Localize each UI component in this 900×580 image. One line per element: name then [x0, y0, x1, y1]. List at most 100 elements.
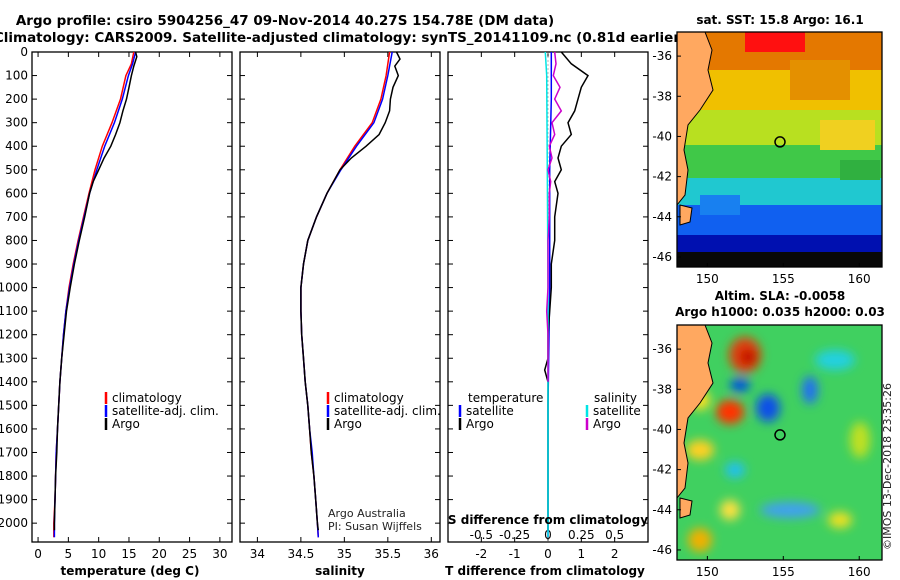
temperature-axis-label: temperature (deg C)	[61, 564, 200, 578]
depth-tick-label: 1200	[0, 328, 28, 342]
legend-label-t-argo: Argo	[466, 417, 494, 431]
argo-location-marker	[774, 429, 786, 441]
lon-tick-label: 150	[696, 272, 719, 286]
sst-map	[677, 32, 882, 267]
sla-map-frame	[676, 324, 883, 561]
depth-tick-label: 1600	[0, 422, 28, 436]
sla-map-title: Altim. SLA: -0.0058	[715, 289, 846, 303]
salinity-axis-label: salinity	[315, 564, 365, 578]
legend-label-argo: Argo	[334, 417, 362, 431]
lon-tick-label: 160	[848, 272, 871, 286]
depth-tick-label: 400	[5, 139, 28, 153]
legend-label-climatology: climatology	[334, 391, 404, 405]
x-tick-label: 25	[182, 547, 197, 561]
sst-map-ticks: 150 155 160 -36 -38 -40 -42 -44 -46	[652, 49, 870, 286]
depth-tick-label: 800	[5, 233, 28, 247]
x-tick-label: 5	[65, 547, 73, 561]
lat-tick-label: -44	[652, 210, 672, 224]
depth-tick-label: 900	[5, 257, 28, 271]
sst-map-title: sat. SST: 15.8 Argo: 16.1	[696, 13, 863, 27]
depth-tick-label: 200	[5, 92, 28, 106]
x-tick-label: 35	[337, 547, 352, 561]
s-diff-tick-label: 0.25	[568, 528, 595, 542]
x-tick-label: 30	[212, 547, 227, 561]
depth-tick-label: 1700	[0, 445, 28, 459]
legend-label-s-argo: Argo	[593, 417, 621, 431]
lon-tick-label: 150	[696, 565, 719, 579]
s-diff-tick-label: -0.5	[470, 528, 493, 542]
imos-timestamp: ©IMOS 13-Dec-2018 23:35:26	[881, 383, 894, 550]
sla-map	[677, 325, 882, 560]
tasmania-sst	[679, 204, 693, 226]
x-tick-label: 10	[91, 547, 106, 561]
lon-tick-label: 160	[848, 565, 871, 579]
sla-map-ticks: 150 155 160 -36 -38 -40 -42 -44 -46	[652, 342, 870, 579]
lat-tick-label: -40	[652, 129, 672, 143]
legend-title-temperature: temperature	[468, 391, 543, 405]
depth-tick-label: 100	[5, 69, 28, 83]
temperature-legend: climatology satellite-adj. clim. Argo	[104, 391, 219, 431]
sla-map-subtitle: Argo h1000: 0.035 h2000: 0.03	[675, 305, 885, 319]
sla-field	[686, 337, 870, 552]
depth-tick-label: 1400	[0, 375, 28, 389]
credit-line-2: PI: Susan Wijffels	[328, 520, 422, 533]
coastline-sla	[677, 325, 714, 499]
depth-tick-label: 300	[5, 116, 28, 130]
legend-label-t-satellite: satellite	[466, 404, 514, 418]
credit-line-1: Argo Australia	[328, 507, 406, 520]
x-tick-label: -2	[475, 547, 487, 561]
title-line-2: Climatology: CARS2009. Satellite-adjuste…	[0, 30, 686, 46]
depth-tick-label: 500	[5, 163, 28, 177]
lat-tick-label: -46	[652, 543, 672, 557]
depth-tick-label: 1800	[0, 469, 28, 483]
lat-tick-label: -44	[652, 503, 672, 517]
depth-tick-label: 1900	[0, 493, 28, 507]
lat-tick-label: -40	[652, 422, 672, 436]
legend-label-satellite: satellite-adj. clim.	[334, 404, 441, 418]
sst-map-frame	[676, 31, 883, 268]
profile-lines	[53, 51, 589, 538]
x-tick-label: 36	[424, 547, 439, 561]
salinity-panel	[239, 51, 441, 543]
x-tick-label: 15	[121, 547, 136, 561]
series-line-argo	[300, 51, 401, 531]
legend-label-climatology: climatology	[112, 391, 182, 405]
title-line-1: Argo profile: csiro 5904256_47 09-Nov-20…	[16, 13, 554, 29]
x-tick-label: 20	[152, 547, 167, 561]
x-tick-label: -1	[509, 547, 521, 561]
x-tick-label: 0	[34, 547, 42, 561]
lat-tick-label: -42	[652, 463, 672, 477]
depth-tick-label: 1100	[0, 304, 28, 318]
difference-legend: temperature satellite Argo salinity sate…	[458, 391, 641, 431]
coastline-sst	[677, 32, 714, 206]
s-diff-tick-label: -0.25	[499, 528, 530, 542]
depth-tick-label: 0	[20, 45, 28, 59]
s-difference-axis-label: S difference from climatology	[448, 513, 648, 527]
legend-title-salinity: salinity	[594, 391, 637, 405]
depth-axis: 0 100 200 300 400 500 600 700 800 900 1000 1100 1200…	[0, 45, 648, 530]
argo-location-marker	[774, 136, 786, 148]
salinity-legend: climatology satellite-adj. clim. Argo	[326, 391, 441, 431]
x-tick-label: 2	[611, 547, 619, 561]
depth-tick-label: 700	[5, 210, 28, 224]
t-difference-axis-label: T difference from climatology	[445, 564, 645, 578]
series-line-s-argo	[545, 51, 563, 382]
depth-tick-label: 1500	[0, 398, 28, 412]
lon-tick-label: 155	[772, 272, 795, 286]
x-tick-label: 34.5	[288, 547, 315, 561]
x-tick-label: 34	[250, 547, 265, 561]
s-diff-tick-label: 0.5	[605, 528, 624, 542]
lat-tick-label: -38	[652, 382, 672, 396]
tasmania-sla	[679, 497, 693, 519]
lat-tick-label: -46	[652, 250, 672, 264]
lat-tick-label: -36	[652, 49, 672, 63]
depth-tick-label: 2000	[0, 516, 28, 530]
depth-tick-label: 1000	[0, 281, 28, 295]
x-tick-label: 35.5	[374, 547, 401, 561]
lon-tick-label: 155	[772, 565, 795, 579]
lat-tick-label: -36	[652, 342, 672, 356]
lat-tick-label: -42	[652, 170, 672, 184]
lat-tick-label: -38	[652, 89, 672, 103]
legend-label-satellite: satellite-adj. clim.	[112, 404, 219, 418]
